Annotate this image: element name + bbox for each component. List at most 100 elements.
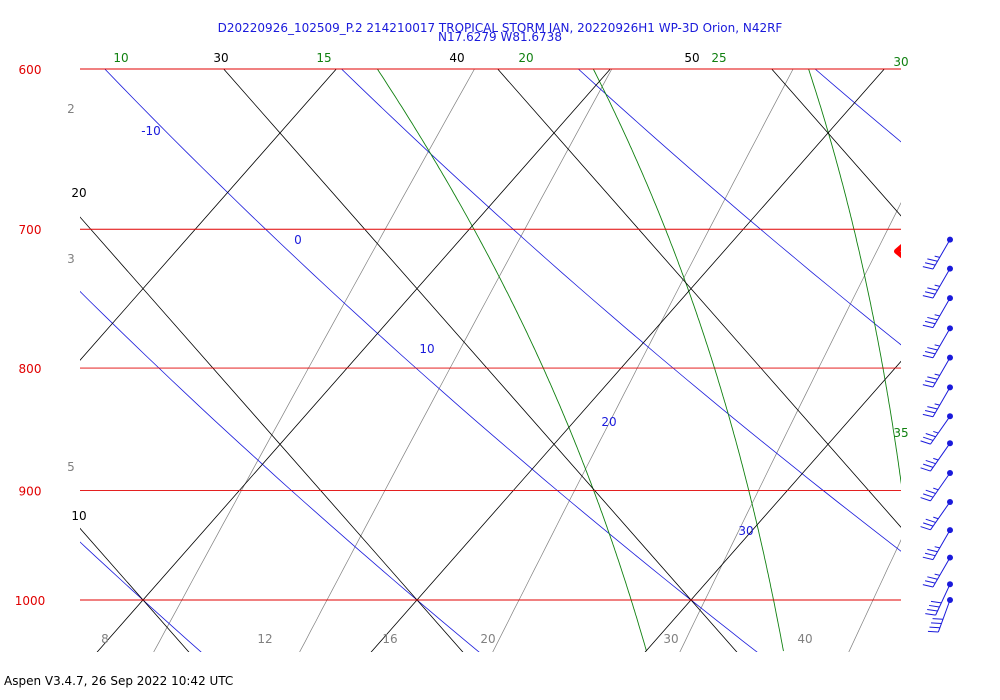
wind-barb <box>922 554 953 588</box>
wind-barb-staff <box>932 268 951 299</box>
wind-barb <box>920 498 953 531</box>
moist-adiabat-label: 35 <box>893 426 908 440</box>
isotherm-line <box>497 69 901 528</box>
isotherm-line <box>370 69 885 652</box>
wind-barb-feather <box>924 262 936 266</box>
wind-barb-feather <box>924 410 936 414</box>
chart-subtitle-location: N17.6279 W81.6738 <box>438 30 562 44</box>
isotherm-line <box>0 49 80 672</box>
pressure-tick-label: 1000 <box>15 594 46 608</box>
dry-adiabat-label: 30 <box>738 524 753 538</box>
wind-barb-feather <box>922 295 934 299</box>
wind-barb-feather <box>920 526 931 531</box>
wind-barb-feather <box>924 350 936 355</box>
mixing-ratio-line <box>848 539 901 652</box>
mixing-ratio-label: 20 <box>480 632 495 646</box>
wind-barb <box>920 470 953 502</box>
chart-title: D20220926_102509_P.2 214210017 TROPICAL … <box>217 21 783 35</box>
isotherm-line <box>644 360 901 652</box>
dry-adiabat-line <box>80 541 202 652</box>
wind-barb <box>920 413 953 445</box>
mixing-ratio-label: 2 <box>67 102 75 116</box>
grid-lines <box>0 0 1000 672</box>
wind-barb-staff <box>932 557 951 588</box>
wind-barb-staff <box>935 584 951 616</box>
wind-barb-half-feather <box>934 546 940 549</box>
wind-barb <box>922 325 953 359</box>
moist-adiabat-label: 25 <box>711 51 726 65</box>
wind-barb-feather <box>922 556 934 561</box>
isotherm-line <box>223 69 738 652</box>
wind-barb-feather <box>923 493 934 498</box>
isobar-lines <box>80 68 901 601</box>
wind-barb-feather <box>923 436 934 441</box>
wind-barb-feather <box>922 266 934 270</box>
mixing-ratio-label: 3 <box>67 252 75 266</box>
wind-barb-feather <box>927 630 939 633</box>
wind-barb-half-feather <box>934 373 940 376</box>
wind-barb-feather <box>922 324 934 329</box>
wind-barb-feather <box>922 354 934 359</box>
wind-barb-staff <box>932 239 951 270</box>
wind-barb-feather <box>927 258 938 262</box>
wind-barb <box>925 581 953 616</box>
isotherm-label: 30 <box>213 51 228 65</box>
isotherm-label: 20 <box>71 186 86 200</box>
mixing-ratio-line <box>299 69 613 652</box>
dry-adiabat-line <box>104 69 758 652</box>
wind-barb-feather <box>929 604 940 608</box>
isotherm-line <box>80 216 464 652</box>
wind-barb-feather <box>925 489 936 494</box>
wind-barb-feather <box>922 384 934 388</box>
wind-barb-staff <box>932 387 951 418</box>
wind-barb-feather <box>927 376 938 380</box>
dry-adiabat-label: 0 <box>294 233 302 247</box>
dry-adiabat-label: 10 <box>419 342 434 356</box>
wind-barb-half-feather <box>933 457 939 461</box>
wind-barb-feather <box>924 380 936 384</box>
dewpoint-trace <box>944 237 1000 603</box>
isotherm-label: 50 <box>684 51 699 65</box>
moist-adiabat-label: 15 <box>316 51 331 65</box>
dry-adiabat-line <box>577 69 901 346</box>
isotherm-line <box>771 69 901 217</box>
wind-barb <box>920 440 953 472</box>
wind-barb-feather <box>927 287 938 291</box>
moist-adiabat-line <box>808 69 901 485</box>
wind-barb-feather <box>922 413 934 418</box>
dry-adiabat-line <box>966 0 1000 661</box>
wind-barb-half-feather <box>934 403 940 406</box>
dry-adiabat-label: 20 <box>601 415 616 429</box>
wind-barb <box>922 384 953 418</box>
pressure-tick-label: 700 <box>19 223 42 237</box>
dry-adiabat-line <box>814 69 901 143</box>
wind-barb <box>922 527 953 561</box>
wind-barb-feather <box>929 626 940 629</box>
isotherm-line <box>80 69 337 361</box>
wind-barb-feather <box>920 497 931 502</box>
moist-adiabat-line <box>592 69 784 652</box>
wind-barb-feather <box>920 467 931 472</box>
wind-barb-feather <box>927 316 938 321</box>
wind-barb-feather <box>925 433 936 438</box>
wind-barb-staff <box>932 529 951 560</box>
dry-adiabat-line <box>340 69 901 552</box>
wind-barb-feather <box>924 580 936 584</box>
wind-barb-staff <box>932 357 951 388</box>
wind-barb-staff <box>932 328 951 359</box>
wind-barb <box>922 354 953 388</box>
mixing-ratio-label: 5 <box>67 460 75 474</box>
wind-barb-feather <box>924 291 936 295</box>
wind-barb-feather <box>925 459 936 465</box>
wind-barb-feather <box>924 552 936 557</box>
wind-barb-half-feather <box>934 284 940 287</box>
wind-barb-column <box>920 236 953 633</box>
wind-barb-staff <box>930 501 951 531</box>
wind-barb-staff <box>930 472 951 502</box>
wind-barb-feather <box>927 609 938 612</box>
dry-adiabat-line <box>80 290 480 652</box>
mixing-ratio-line <box>969 0 1000 661</box>
wind-barb-feather <box>930 622 942 624</box>
wind-barb-feather <box>922 584 934 588</box>
wind-barb <box>922 265 953 299</box>
